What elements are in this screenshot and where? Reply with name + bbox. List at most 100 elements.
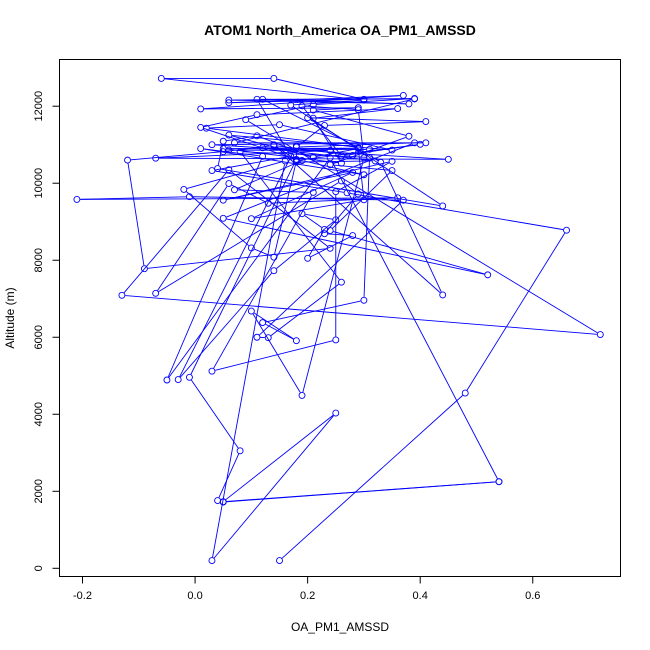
data-point	[444, 155, 452, 163]
data-point	[124, 156, 131, 164]
data-point	[399, 196, 407, 204]
data-point	[214, 165, 222, 173]
data-point	[439, 291, 447, 299]
data-point	[247, 215, 255, 223]
data-point	[281, 157, 289, 165]
data-point	[264, 199, 272, 207]
data-point	[326, 244, 334, 252]
data-point	[219, 498, 227, 506]
y-tick-label: 4000	[33, 402, 45, 426]
series-segment	[213, 195, 312, 369]
data-point	[259, 152, 267, 160]
data-point	[349, 232, 357, 240]
series-segment	[327, 233, 350, 236]
series-segment	[203, 114, 254, 128]
series-segment	[212, 164, 285, 558]
data-point	[118, 291, 126, 299]
data-point	[259, 319, 267, 327]
data-point	[405, 100, 413, 108]
series-segment	[281, 395, 464, 559]
data-point	[253, 132, 261, 140]
data-point	[326, 161, 334, 169]
data-point	[596, 331, 604, 339]
data-point	[292, 337, 300, 345]
series-segment	[259, 202, 402, 336]
series-segment	[232, 148, 367, 151]
series-segment	[304, 215, 322, 228]
data-point	[298, 391, 306, 399]
data-point	[219, 145, 227, 153]
data-point	[326, 154, 334, 162]
data-point	[197, 105, 205, 113]
data-point	[287, 101, 295, 109]
data-point	[236, 447, 244, 455]
data-point	[270, 267, 278, 275]
series-segment	[159, 157, 445, 160]
data-point	[360, 196, 368, 204]
series-segment	[327, 121, 423, 126]
series-segment	[231, 184, 266, 203]
series-segment	[130, 151, 220, 161]
series-segment	[259, 136, 311, 157]
series-segment	[203, 128, 294, 159]
data-point	[247, 307, 255, 315]
series-segment	[274, 164, 297, 254]
data-point	[231, 139, 238, 147]
data-point	[208, 141, 216, 149]
series-segment	[204, 95, 400, 110]
data-point	[394, 105, 402, 112]
series-segment	[314, 120, 340, 161]
data-point	[309, 189, 317, 196]
data-point	[416, 140, 424, 148]
data-point	[349, 168, 357, 176]
data-point	[422, 139, 430, 147]
x-tick-label: 0.0	[187, 590, 202, 602]
series-segment	[180, 272, 272, 378]
data-point	[219, 137, 227, 145]
series-segment	[343, 182, 356, 193]
series-segment	[213, 415, 334, 559]
data-point	[253, 333, 261, 341]
series-segment	[226, 172, 350, 200]
series-segment	[226, 148, 339, 164]
series-segment	[316, 108, 395, 119]
data-point	[360, 171, 368, 179]
series-segment	[298, 127, 323, 146]
series-segment	[226, 135, 254, 142]
series-segment	[215, 340, 333, 371]
x-axis-label: OA_PM1_AMSSD	[291, 620, 389, 634]
data-point	[174, 376, 182, 384]
data-point	[73, 195, 81, 203]
series-segment	[381, 165, 442, 293]
series-segment	[252, 313, 301, 393]
series-segment	[333, 231, 485, 275]
data-point	[439, 202, 447, 210]
x-tick-label: 0.2	[300, 590, 315, 602]
series-segment	[164, 78, 361, 101]
data-point	[298, 210, 306, 218]
data-point	[197, 145, 205, 153]
data-point	[337, 278, 345, 286]
data-point	[349, 152, 357, 159]
data-point	[259, 95, 267, 103]
series-segment	[218, 453, 240, 498]
y-tick-label: 6000	[33, 325, 45, 349]
data-point	[225, 96, 233, 104]
series-segment	[237, 99, 412, 143]
series-segment	[157, 186, 228, 291]
data-point	[259, 144, 267, 152]
data-point	[326, 147, 334, 154]
chart-title: ATOM1 North_America OA_PM1_AMSSD	[204, 22, 476, 38]
series-segment	[127, 163, 145, 266]
y-tick-label: 2000	[33, 479, 45, 503]
series-segment	[358, 112, 364, 155]
series-segment	[277, 78, 361, 99]
data-point	[276, 557, 283, 565]
series-segment	[254, 173, 350, 218]
data-point	[394, 194, 402, 202]
data-point	[377, 158, 385, 166]
series-points	[73, 75, 604, 565]
series-lines	[80, 78, 598, 559]
series-segment	[226, 161, 389, 200]
